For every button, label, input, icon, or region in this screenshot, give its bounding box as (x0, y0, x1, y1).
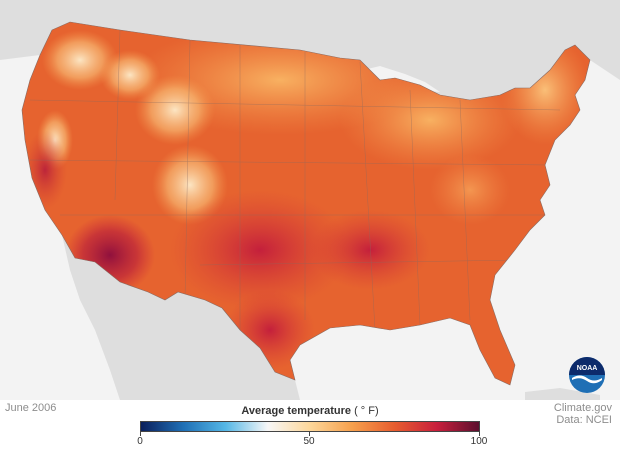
baja-peninsula (78, 262, 130, 395)
map-area: NOAA (0, 0, 620, 400)
us-temperature-field (22, 22, 590, 385)
temperature-map (0, 0, 620, 400)
legend-tick-label-mid: 50 (303, 436, 315, 447)
legend-tick-min (140, 432, 141, 436)
credit-site: Climate.gov (553, 402, 612, 414)
us-outline (21, 21, 591, 386)
state-boundaries (29, 29, 561, 340)
mexico-landmass (62, 235, 300, 400)
caribbean-islands (525, 388, 600, 400)
legend-color-bar (140, 421, 480, 432)
noaa-logo-text: NOAA (577, 365, 598, 372)
legend-tick-mid (309, 432, 310, 436)
legend-tick-label-max: 100 (470, 436, 488, 447)
canada-landmass (0, 0, 620, 100)
legend-title-text: Average temperature (241, 405, 351, 417)
credit-data: Data: NCEI (556, 414, 612, 426)
legend-tick-label-min: 0 (137, 436, 143, 447)
footer: June 2006 Average temperature ( ° F) 0 5… (0, 400, 620, 450)
legend-title: Average temperature ( ° F) (140, 405, 480, 417)
legend-unit: ( ° F) (354, 405, 379, 417)
legend-tick-max (479, 432, 480, 436)
noaa-logo: NOAA (569, 357, 605, 393)
map-date: June 2006 (5, 402, 57, 414)
